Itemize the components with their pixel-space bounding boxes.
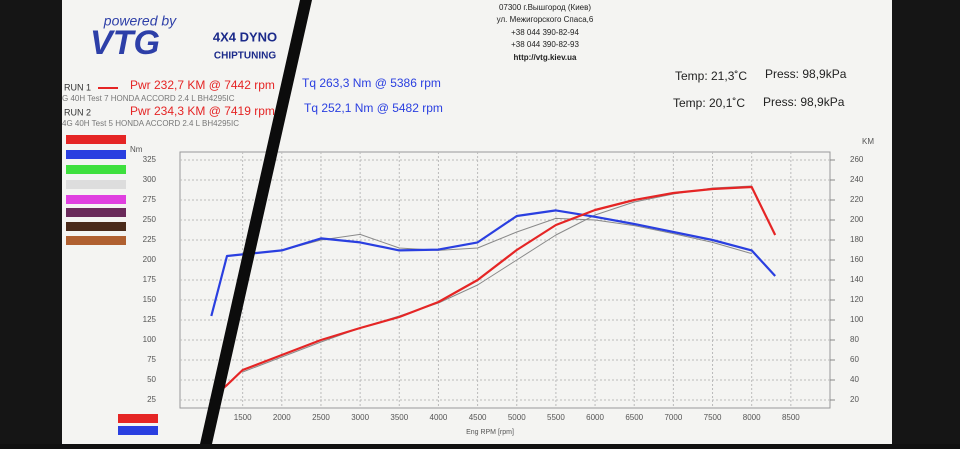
y-tick-label: 175 xyxy=(143,275,157,284)
x-tick-label: 2000 xyxy=(273,413,291,422)
y2-tick-label: 20 xyxy=(850,395,859,404)
channel-swatch[interactable] xyxy=(66,180,126,189)
channel-swatch[interactable] xyxy=(66,195,126,204)
run-name: RUN 1 xyxy=(64,82,91,92)
x-tick-label: 4500 xyxy=(469,413,487,422)
x-tick-label: 1500 xyxy=(234,413,252,422)
y-tick-label: 150 xyxy=(143,295,157,304)
channel-swatch[interactable] xyxy=(66,135,126,144)
y2-tick-label: 80 xyxy=(850,335,859,344)
channel-swatch[interactable] xyxy=(66,208,126,217)
x-tick-label: 4000 xyxy=(430,413,448,422)
channel-swatch[interactable] xyxy=(66,222,126,231)
x-tick-label: 6000 xyxy=(586,413,604,422)
y2-tick-label: 140 xyxy=(850,275,864,284)
series-line xyxy=(210,185,777,399)
run-press: Press: 98,9kPa xyxy=(765,67,847,81)
channel-swatch[interactable] xyxy=(66,165,126,174)
x-tick-label: 6500 xyxy=(625,413,643,422)
channel-list xyxy=(66,135,158,435)
plot: 1500 2000 2500 3000 3500 4000 4500 5000 5500 6000… xyxy=(143,151,864,422)
x-tick-label: 7000 xyxy=(664,413,682,422)
x-tick-label: 8000 xyxy=(743,413,761,422)
channel-swatch[interactable] xyxy=(118,426,158,435)
brand: VTG xyxy=(90,24,160,62)
address-line: 07300 г.Вышгород (Киев) xyxy=(499,3,591,12)
run-tq: Tq 263,3 Nm @ 5386 rpm xyxy=(302,76,441,90)
y-tick-label: 225 xyxy=(143,235,157,244)
y2-tick-label: 160 xyxy=(850,255,864,264)
address-line: +38 044 390-82-93 xyxy=(511,40,579,49)
y-tick-label: 25 xyxy=(147,395,156,404)
run-press: Press: 98,9kPa xyxy=(763,95,845,109)
y2-tick-label: 220 xyxy=(850,195,864,204)
y-tick-label: 200 xyxy=(143,255,157,264)
x-tick-label: 5000 xyxy=(508,413,526,422)
y2-tick-label: 240 xyxy=(850,175,864,184)
channel-swatch[interactable] xyxy=(66,236,126,245)
run-desc: G 40H Test 7 HONDA ACCORD 2.4 L BH4295IC xyxy=(62,94,235,103)
x-tick-label: 3000 xyxy=(351,413,369,422)
y-axis-label: Nm xyxy=(130,145,143,154)
run-pwr: Pwr 232,7 KM @ 7442 rpm xyxy=(130,78,275,92)
x-tick-label: 2500 xyxy=(312,413,330,422)
y-tick-label: 275 xyxy=(143,195,157,204)
y-tick-label: 50 xyxy=(147,375,156,384)
address-line: +38 044 390-82-94 xyxy=(511,28,579,37)
run-temp: Temp: 20,1˚C xyxy=(673,96,745,110)
x-tick-label: 8500 xyxy=(782,413,800,422)
run-pwr: Pwr 234,3 KM @ 7419 rpm xyxy=(130,104,275,118)
address-line: ул. Межигорского Спаса,6 xyxy=(497,15,594,24)
y-tick-label: 125 xyxy=(143,315,157,324)
y-tick-label: 300 xyxy=(143,175,157,184)
x-axis-label: Eng RPM [rpm] xyxy=(466,429,514,436)
x-tick-label: 7500 xyxy=(704,413,722,422)
series-line xyxy=(242,185,752,373)
y2-tick-label: 260 xyxy=(850,155,864,164)
y2-tick-label: 200 xyxy=(850,215,864,224)
chiptuning-label: CHIPTUNING xyxy=(214,51,276,62)
brand-top: powered by xyxy=(103,13,177,29)
channel-swatch[interactable] xyxy=(118,414,158,423)
y-tick-label: 100 xyxy=(143,335,157,344)
channel-swatch[interactable] xyxy=(66,150,126,159)
screen xyxy=(62,0,892,444)
y-tick-label: 75 xyxy=(147,355,156,364)
y2-tick-label: 180 xyxy=(850,235,864,244)
x-tick-label: 3500 xyxy=(390,413,408,422)
run-desc: 4G 40H Test 5 HONDA ACCORD 2.4 L BH4295I… xyxy=(62,119,239,128)
run-temp: Temp: 21,3˚C xyxy=(675,69,747,83)
x-tick-label: 5500 xyxy=(547,413,565,422)
run-name: RUN 2 xyxy=(64,107,91,117)
y2-tick-label: 100 xyxy=(850,315,864,324)
y2-tick-label: 120 xyxy=(850,295,864,304)
dyno-label: 4X4 DYNO xyxy=(213,29,277,44)
y2-axis-label: KM xyxy=(862,137,874,146)
y-tick-label: 325 xyxy=(143,155,157,164)
series-line xyxy=(210,209,776,317)
run-tq: Tq 252,1 Nm @ 5482 rpm xyxy=(304,101,443,115)
y-tick-label: 250 xyxy=(143,215,157,224)
y2-tick-label: 40 xyxy=(850,375,859,384)
stylus-shadow xyxy=(200,0,312,444)
y2-tick-label: 60 xyxy=(850,355,859,364)
address-line: http://vtg.kiev.ua xyxy=(514,53,578,62)
